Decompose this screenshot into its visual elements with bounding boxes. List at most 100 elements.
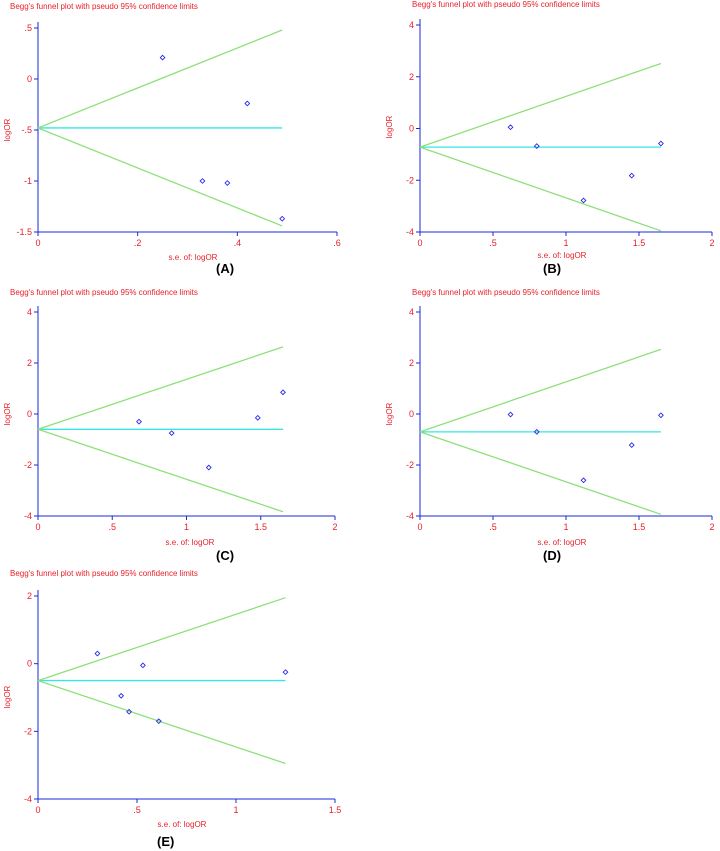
funnel-plot-a: Begg's funnel plot with pseudo 95% confi…	[0, 0, 360, 280]
x-tick-label: 1	[563, 522, 568, 532]
lower-confidence-limit	[419, 146, 662, 232]
y-tick-label: -2	[406, 460, 414, 470]
funnel-plot-e: Begg's funnel plot with pseudo 95% confi…	[0, 567, 360, 851]
x-axis-label: s.e. of: logOR	[166, 538, 215, 547]
x-tick-label: 0	[417, 522, 422, 532]
y-tick-label: -4	[24, 511, 32, 521]
study-point	[580, 197, 587, 204]
upper-confidence-limit	[37, 597, 286, 682]
panel-label-d: (D)	[543, 548, 562, 563]
x-tick-label: 1	[233, 805, 238, 815]
x-axis-label: s.e. of: logOR	[158, 820, 207, 829]
x-tick-label: 0	[417, 238, 422, 248]
y-tick-label: 2	[409, 72, 414, 82]
y-tick-label: -2	[24, 460, 32, 470]
upper-confidence-limit	[37, 346, 284, 430]
lower-confidence-limit	[37, 127, 283, 227]
funnel-plot-c-svg: Begg's funnel plot with pseudo 95% confi…	[3, 288, 338, 547]
y-tick-label: 0	[27, 409, 32, 419]
funnel-plot-b-svg: Begg's funnel plot with pseudo 95% confi…	[385, 0, 715, 260]
y-tick-label: -1	[24, 176, 32, 186]
x-tick-label: 0	[35, 238, 40, 248]
x-axis-label: s.e. of: logOR	[169, 253, 218, 262]
study-point	[254, 414, 261, 421]
x-tick-label: 1.5	[633, 522, 646, 532]
study-point	[657, 412, 664, 419]
panel-label-a: (A)	[216, 261, 235, 276]
y-tick-label: -4	[406, 511, 414, 521]
study-point	[507, 411, 514, 418]
x-tick-label: .5	[108, 522, 116, 532]
chart-title: Begg's funnel plot with pseudo 95% confi…	[412, 288, 600, 297]
study-point	[533, 143, 540, 150]
study-point	[657, 140, 664, 147]
funnel-plot-a-svg: Begg's funnel plot with pseudo 95% confi…	[3, 2, 341, 262]
y-tick-label: 0	[409, 409, 414, 419]
study-point	[168, 430, 175, 437]
chart-title: Begg's funnel plot with pseudo 95% confi…	[10, 2, 198, 11]
y-tick-label: -4	[406, 227, 414, 237]
y-tick-label: -1.5	[16, 227, 32, 237]
x-axis-label: s.e. of: logOR	[538, 251, 587, 260]
panel-label-c: (C)	[216, 548, 235, 563]
study-point	[224, 180, 231, 186]
lower-confidence-limit	[37, 679, 286, 765]
panel-label-b: (B)	[543, 261, 562, 276]
y-tick-label: 0	[409, 124, 414, 134]
chart-title: Begg's funnel plot with pseudo 95% confi…	[10, 569, 198, 578]
y-tick-label: 2	[27, 591, 32, 601]
x-tick-label: 2	[709, 522, 714, 532]
study-point	[282, 669, 289, 676]
y-axis-label: logOR	[385, 402, 394, 425]
x-tick-label: .5	[133, 805, 141, 815]
y-tick-label: -2	[24, 726, 32, 736]
x-tick-label: 1	[184, 522, 189, 532]
funnel-plot-b: Begg's funnel plot with pseudo 95% confi…	[362, 0, 720, 280]
chart-title: Begg's funnel plot with pseudo 95% confi…	[412, 0, 600, 9]
y-axis-label: logOR	[3, 118, 12, 141]
chart-title: Begg's funnel plot with pseudo 95% confi…	[10, 288, 198, 297]
study-point	[628, 442, 635, 449]
y-tick-label: -2	[406, 175, 414, 185]
lower-confidence-limit	[419, 431, 662, 515]
x-tick-label: .5	[489, 522, 497, 532]
study-point	[244, 100, 251, 107]
y-tick-label: .5	[24, 23, 32, 33]
y-tick-label: 4	[409, 307, 414, 317]
study-point	[280, 389, 286, 396]
x-axis-label: s.e. of: logOR	[538, 538, 587, 547]
y-axis-label: logOR	[385, 115, 394, 138]
y-tick-label: 2	[27, 358, 32, 368]
y-tick-label: 0	[27, 74, 32, 84]
funnel-plot-c: Begg's funnel plot with pseudo 95% confi…	[0, 284, 360, 566]
funnel-plot-d: Begg's funnel plot with pseudo 95% confi…	[362, 284, 720, 566]
study-point	[126, 708, 133, 715]
x-tick-label: 2	[709, 238, 714, 248]
y-tick-label: 2	[409, 358, 414, 368]
study-point	[279, 215, 286, 222]
x-tick-label: .5	[489, 238, 497, 248]
study-point	[628, 172, 635, 179]
x-tick-label: 1.5	[633, 238, 646, 248]
x-tick-label: .2	[134, 238, 142, 248]
study-point	[136, 418, 142, 425]
y-tick-label: 4	[409, 20, 414, 30]
study-point	[118, 692, 125, 699]
panel-label-e: (E)	[157, 834, 175, 849]
y-tick-label: 0	[27, 659, 32, 669]
study-point	[533, 428, 540, 435]
x-tick-label: .4	[234, 238, 242, 248]
study-point	[140, 662, 146, 669]
study-point	[155, 718, 162, 725]
x-tick-label: 1.5	[254, 522, 267, 532]
upper-confidence-limit	[419, 348, 662, 433]
x-tick-label: 0	[35, 522, 40, 532]
study-point	[205, 464, 212, 471]
y-axis-label: logOR	[3, 685, 12, 708]
study-point	[507, 124, 514, 131]
upper-confidence-limit	[419, 62, 662, 148]
funnel-plot-e-svg: Begg's funnel plot with pseudo 95% confi…	[3, 569, 341, 829]
x-tick-label: 0	[35, 805, 40, 815]
x-tick-label: 2	[332, 522, 337, 532]
study-point	[199, 178, 206, 184]
